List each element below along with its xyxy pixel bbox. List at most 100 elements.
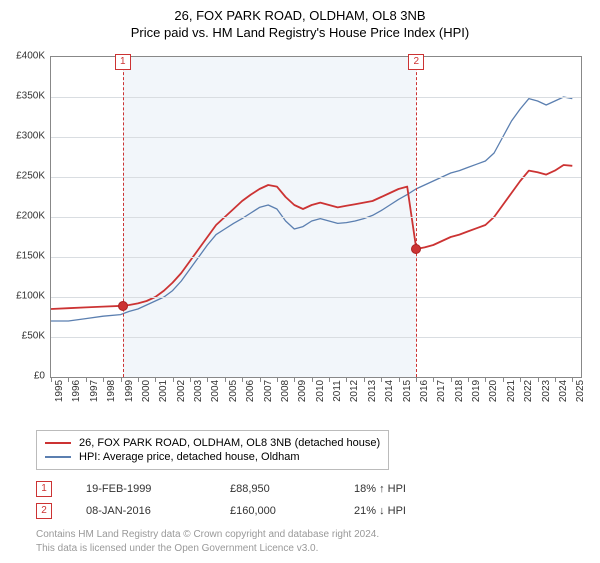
sale-row-index: 2 <box>36 503 52 519</box>
legend-label: 26, FOX PARK ROAD, OLDHAM, OL8 3NB (deta… <box>79 437 380 449</box>
title-subtitle: Price paid vs. HM Land Registry's House … <box>0 25 600 40</box>
legend-item: 26, FOX PARK ROAD, OLDHAM, OL8 3NB (deta… <box>45 436 380 450</box>
sale-row-price: £88,950 <box>230 483 320 495</box>
sale-row-delta: 21% ↓ HPI <box>354 505 406 517</box>
sale-vline <box>123 57 124 377</box>
series-price_paid <box>51 165 572 309</box>
x-axis-label: 2013 <box>367 380 378 402</box>
footer-attribution: Contains HM Land Registry data © Crown c… <box>36 528 582 555</box>
sale-marker-box: 1 <box>115 54 131 70</box>
sale-row: 208-JAN-2016£160,00021% ↓ HPI <box>36 500 582 522</box>
x-tick <box>260 377 261 382</box>
x-axis-label: 2006 <box>245 380 256 402</box>
x-axis-label: 2011 <box>332 380 343 402</box>
chart-container: 26, FOX PARK ROAD, OLDHAM, OL8 3NB Price… <box>0 0 600 555</box>
x-tick <box>329 377 330 382</box>
legend-swatch <box>45 442 71 444</box>
plot-area: 12 <box>50 56 582 378</box>
x-axis-label: 1999 <box>124 380 135 402</box>
x-tick <box>485 377 486 382</box>
x-tick <box>86 377 87 382</box>
sales-table: 119-FEB-1999£88,95018% ↑ HPI208-JAN-2016… <box>36 478 582 522</box>
x-tick <box>121 377 122 382</box>
x-axis-label: 2017 <box>436 380 447 402</box>
x-axis-label: 2014 <box>384 380 395 402</box>
x-axis-label: 2005 <box>228 380 239 402</box>
x-axis-label: 2021 <box>506 380 517 402</box>
x-tick <box>451 377 452 382</box>
footer-line2: This data is licensed under the Open Gov… <box>36 542 582 556</box>
legend: 26, FOX PARK ROAD, OLDHAM, OL8 3NB (deta… <box>36 430 389 470</box>
y-axis-label: £100K <box>5 291 45 302</box>
legend-swatch <box>45 456 71 458</box>
x-axis-label: 2009 <box>297 380 308 402</box>
x-axis-label: 2016 <box>419 380 430 402</box>
y-axis-label: £250K <box>5 171 45 182</box>
x-axis-label: 2024 <box>558 380 569 402</box>
x-axis-label: 2022 <box>523 380 534 402</box>
x-axis-label: 2004 <box>210 380 221 402</box>
gridline <box>51 97 581 98</box>
x-tick <box>207 377 208 382</box>
x-axis-label: 1998 <box>106 380 117 402</box>
sale-row: 119-FEB-1999£88,95018% ↑ HPI <box>36 478 582 500</box>
x-tick <box>312 377 313 382</box>
x-axis-label: 2018 <box>454 380 465 402</box>
x-tick <box>190 377 191 382</box>
x-axis-label: 2023 <box>541 380 552 402</box>
x-axis-label: 2010 <box>315 380 326 402</box>
x-tick <box>346 377 347 382</box>
sale-marker-box: 2 <box>408 54 424 70</box>
title-block: 26, FOX PARK ROAD, OLDHAM, OL8 3NB Price… <box>0 0 600 46</box>
x-axis-label: 2012 <box>349 380 360 402</box>
x-axis-label: 1996 <box>71 380 82 402</box>
x-axis-label: 2020 <box>488 380 499 402</box>
x-tick <box>242 377 243 382</box>
x-tick <box>103 377 104 382</box>
gridline <box>51 137 581 138</box>
x-tick <box>399 377 400 382</box>
x-tick <box>503 377 504 382</box>
x-axis-label: 2007 <box>263 380 274 402</box>
gridline <box>51 297 581 298</box>
x-tick <box>433 377 434 382</box>
gridline <box>51 257 581 258</box>
x-axis-label: 2001 <box>158 380 169 402</box>
y-axis-label: £200K <box>5 211 45 222</box>
sale-row-delta: 18% ↑ HPI <box>354 483 406 495</box>
footer-line1: Contains HM Land Registry data © Crown c… <box>36 528 582 542</box>
chart: 12 £0£50K£100K£150K£200K£250K£300K£350K£… <box>0 46 600 426</box>
x-axis-label: 2019 <box>471 380 482 402</box>
sale-dot <box>411 244 421 254</box>
x-axis-label: 2015 <box>402 380 413 402</box>
y-axis-label: £350K <box>5 91 45 102</box>
sale-row-date: 08-JAN-2016 <box>86 505 196 517</box>
x-tick <box>173 377 174 382</box>
y-axis-label: £0 <box>5 371 45 382</box>
x-tick <box>520 377 521 382</box>
title-address: 26, FOX PARK ROAD, OLDHAM, OL8 3NB <box>0 8 600 23</box>
x-tick <box>68 377 69 382</box>
sale-row-index: 1 <box>36 481 52 497</box>
x-tick <box>468 377 469 382</box>
x-axis-label: 1995 <box>54 380 65 402</box>
x-tick <box>555 377 556 382</box>
gridline <box>51 337 581 338</box>
sale-vline <box>416 57 417 377</box>
series-hpi <box>51 97 572 321</box>
x-axis-label: 2003 <box>193 380 204 402</box>
y-axis-label: £150K <box>5 251 45 262</box>
legend-item: HPI: Average price, detached house, Oldh… <box>45 450 380 464</box>
sale-dot <box>118 301 128 311</box>
x-axis-label: 1997 <box>89 380 100 402</box>
x-axis-label: 2000 <box>141 380 152 402</box>
x-axis-label: 2002 <box>176 380 187 402</box>
x-tick <box>277 377 278 382</box>
x-tick <box>416 377 417 382</box>
x-axis-label: 2025 <box>575 380 586 402</box>
x-tick <box>51 377 52 382</box>
x-tick <box>225 377 226 382</box>
gridline <box>51 177 581 178</box>
x-tick <box>572 377 573 382</box>
x-tick <box>155 377 156 382</box>
